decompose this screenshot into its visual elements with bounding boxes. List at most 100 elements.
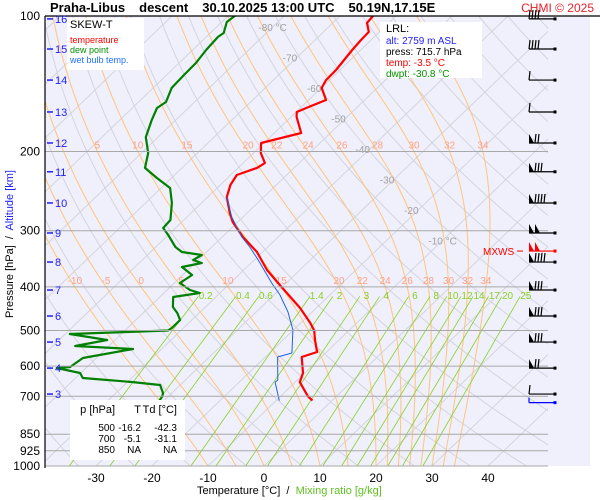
lrl-dewpoint: dwpt: -30.8 °C bbox=[386, 69, 450, 80]
barb-tick bbox=[540, 280, 543, 291]
header-td: Td [°C] bbox=[142, 404, 177, 416]
barb-tick bbox=[540, 193, 543, 204]
barb-tick bbox=[534, 280, 537, 291]
temperature-tick-label: -20 bbox=[143, 471, 161, 485]
barb-dot bbox=[553, 249, 557, 253]
barb-tick bbox=[534, 193, 537, 204]
table-row: 500 -16.2 -42.3 bbox=[70, 423, 185, 434]
barb-dot bbox=[553, 401, 557, 405]
cell-td: NA bbox=[163, 445, 177, 456]
moist-adiabat-label: 28 bbox=[372, 140, 384, 151]
mixing-ratio-line bbox=[190, 296, 311, 466]
moist-adiabat-label: 24 bbox=[380, 276, 392, 287]
moist-adiabat-label: 0 bbox=[138, 276, 144, 287]
barb-flag bbox=[529, 193, 534, 203]
barb-flag bbox=[529, 333, 534, 343]
barb-tick bbox=[543, 193, 546, 204]
isotherm-label: -30 bbox=[380, 176, 395, 187]
pressure-tick-label: 200 bbox=[20, 144, 40, 158]
barb-tick bbox=[534, 39, 537, 50]
wind-barb bbox=[529, 223, 557, 235]
mixing-ratio-line bbox=[341, 296, 448, 466]
legend-wetbulb: wet bulb temp. bbox=[70, 55, 129, 65]
y-axis-label-pressure: Pressure [hPa] bbox=[4, 245, 16, 318]
pressure-tick-label: 600 bbox=[20, 359, 40, 373]
altitude-tick-label: 15 bbox=[55, 44, 67, 56]
barb-dot bbox=[553, 47, 557, 51]
moist-adiabat-label: 15 bbox=[276, 276, 288, 287]
moist-adiabat-label: -10 bbox=[68, 276, 83, 287]
barb-tick bbox=[528, 9, 531, 19]
barb-flag bbox=[529, 133, 534, 143]
barb-dot bbox=[553, 141, 557, 145]
mixing-ratio-line bbox=[215, 296, 334, 466]
altitude-tick-label: 16 bbox=[55, 14, 67, 26]
wind-barb bbox=[528, 102, 557, 114]
mixing-ratio-label: 0.6 bbox=[259, 291, 273, 302]
temperature-tick-label: 40 bbox=[481, 471, 495, 485]
y-axis-label-altitude: Altitude [km] bbox=[4, 170, 16, 231]
cell-p: 500 bbox=[98, 423, 115, 434]
mixing-ratio-label: 0.4 bbox=[236, 291, 250, 302]
barb-tick bbox=[534, 333, 537, 343]
barb-tick bbox=[537, 9, 540, 19]
isotherm-line bbox=[151, 84, 548, 466]
dewpoint-line bbox=[55, 16, 236, 402]
barb-tick bbox=[528, 39, 531, 50]
legend-temperature: temperature bbox=[70, 35, 119, 45]
isotherm-label: -50 bbox=[331, 115, 346, 126]
temperature-tick-label: -30 bbox=[87, 471, 105, 485]
mixing-ratio-label: 10 bbox=[447, 291, 459, 302]
barb-dot bbox=[553, 17, 557, 21]
legend: SKEW-T temperature dew point wet bulb te… bbox=[67, 18, 144, 70]
isotherm-label: -40 bbox=[356, 145, 371, 156]
mixing-ratio-label: 1.4 bbox=[310, 291, 324, 302]
altitude-tick-label: 7 bbox=[55, 285, 61, 297]
legend-dewpoint: dew point bbox=[70, 45, 109, 55]
pressure-tick-label: 850 bbox=[20, 427, 40, 441]
moist-adiabat-label: 26 bbox=[336, 140, 348, 151]
dry-adiabat-line bbox=[275, 16, 548, 312]
barb-tick bbox=[537, 359, 540, 369]
barb-tick bbox=[537, 252, 540, 263]
barb-dot bbox=[553, 314, 557, 318]
mixing-ratio-line bbox=[370, 296, 474, 466]
moist-adiabat-label: 24 bbox=[303, 140, 315, 151]
profile-series bbox=[55, 16, 374, 402]
mixing-ratio-label: 2 bbox=[337, 291, 343, 302]
barb-tick bbox=[528, 102, 531, 113]
barb-tick bbox=[540, 162, 543, 172]
wind-barb bbox=[529, 242, 557, 253]
moist-adiabat-label: 28 bbox=[423, 276, 435, 287]
barb-dot bbox=[553, 340, 557, 344]
moist-adiabat-label: 5 bbox=[95, 140, 101, 151]
temperature-tick-label: 10 bbox=[313, 471, 327, 485]
wind-barb bbox=[528, 9, 557, 21]
isotherm-label: -20 bbox=[404, 206, 419, 217]
wind-barb bbox=[529, 162, 557, 174]
barb-tick bbox=[528, 71, 531, 81]
cell-td: -31.1 bbox=[154, 434, 177, 445]
cell-t: -16.2 bbox=[118, 423, 141, 434]
barb-flag bbox=[535, 223, 540, 233]
table-header: p [hPa] T Td [°C] bbox=[70, 404, 185, 416]
pressure-tick-label: 1000 bbox=[13, 459, 40, 473]
isotherm-line bbox=[45, 16, 229, 193]
lrl-info-box: LRL: alt: 2759 m ASL press: 715.7 hPa te… bbox=[380, 22, 482, 80]
dry-adiabat-line bbox=[246, 16, 548, 345]
x-axis-label-temperature: Temperature [°C] bbox=[197, 485, 281, 497]
wind-barb bbox=[529, 252, 557, 264]
dry-adiabat-line bbox=[304, 16, 548, 280]
table-row: 850 NA NA bbox=[70, 445, 185, 456]
altitude-tick-label: 12 bbox=[55, 138, 67, 150]
mixing-ratio-label: 25 bbox=[520, 291, 532, 302]
cell-p: 700 bbox=[98, 434, 115, 445]
mixing-ratio-label: 4 bbox=[383, 291, 389, 302]
moist-adiabat-label: -5 bbox=[102, 276, 111, 287]
levels-table: p [hPa] T Td [°C] 500 -16.2 -42.3 700 -5… bbox=[70, 400, 185, 460]
temperature-line bbox=[225, 16, 374, 402]
moist-adiabat-label: 34 bbox=[480, 276, 492, 287]
wind-barbs: MXWS bbox=[483, 9, 557, 405]
lrl-title: LRL: bbox=[386, 23, 410, 35]
altitude-tick-label: 5 bbox=[55, 337, 61, 349]
